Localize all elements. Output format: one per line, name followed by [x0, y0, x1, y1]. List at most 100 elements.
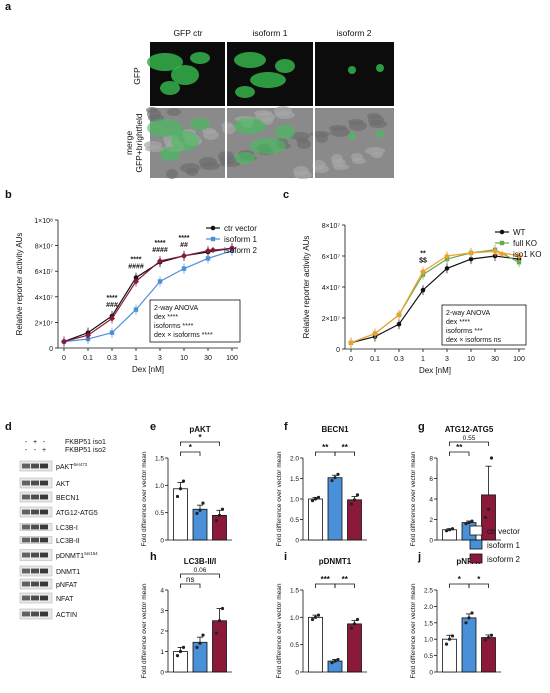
replicate-point [489, 633, 494, 637]
bar [173, 651, 188, 673]
blot-band [22, 494, 30, 500]
y-axis-label: Fold difference over vector mean [141, 451, 148, 546]
bar [212, 515, 227, 541]
legend-marker [499, 240, 505, 246]
blot-band [40, 568, 48, 574]
panel-letter-f: f [284, 421, 288, 433]
blot-sign: - [25, 447, 28, 454]
significance-bracket [180, 451, 201, 456]
gfp-signal [190, 52, 210, 64]
x-tick-label: 30 [204, 355, 212, 362]
significance-annotation: ### [106, 302, 118, 309]
blot-header-label: FKBP51 iso1 [65, 439, 106, 446]
y-tick-label: 0 [160, 670, 164, 677]
blot-band [31, 509, 39, 515]
significance-bracket [180, 573, 220, 578]
merge-gfp-signal [250, 138, 286, 154]
data-point [61, 338, 67, 345]
significance-label: * [477, 575, 481, 584]
series-line [63, 247, 233, 343]
micro-column-label: isoform 2 [337, 28, 372, 38]
bar [327, 477, 343, 541]
y-tick-label: 0 [295, 670, 299, 677]
brightfield-texture [349, 121, 367, 131]
legend-label: isoform 1 [487, 541, 520, 550]
replicate-point [175, 654, 180, 658]
gfp-signal [234, 52, 266, 68]
blot-band [31, 463, 39, 469]
data-point [420, 287, 426, 293]
blot-band [22, 463, 30, 469]
blot-band [31, 494, 39, 500]
significance-annotation: #### [128, 264, 144, 271]
bar-chart-title: ATG12-ATG5 [445, 425, 494, 434]
blot-band [22, 552, 30, 558]
gfp-signal [171, 65, 199, 85]
x-tick-label: 0.3 [394, 356, 404, 363]
stats-box [149, 299, 241, 343]
significance-bracket [468, 583, 489, 588]
merge-gfp-signal [190, 118, 210, 130]
significance-bracket [180, 583, 201, 588]
brightfield-texture [294, 171, 312, 179]
series-line [350, 250, 520, 344]
y-tick-label: 1.5 [290, 476, 299, 483]
merge-gfp-signal [234, 118, 266, 134]
blot-sign: + [42, 447, 46, 454]
merge-gfp-signal [348, 132, 356, 140]
significance-label: ** [342, 443, 349, 452]
panel-letter-b: b [5, 189, 12, 201]
data-point [133, 307, 139, 312]
significance-bracket [334, 451, 355, 456]
brightfield-texture [333, 164, 349, 170]
y-axis-label: Fold difference over vector mean [410, 451, 417, 546]
x-tick-label: 10 [180, 355, 188, 362]
y-tick-label: 2.5 [424, 588, 433, 595]
stats-line: dex × isoforms ns [446, 337, 502, 344]
replicate-point [220, 507, 225, 511]
blot-band [22, 595, 30, 601]
micro-row-label-merge: merge [124, 131, 134, 155]
x-tick-label: 3 [445, 356, 449, 363]
significance-annotation: #### [152, 247, 168, 254]
y-tick-label: 0 [429, 538, 433, 545]
bar-chart-title: pNFAT [456, 557, 481, 566]
merge-gfp-signal [376, 130, 384, 138]
y-axis-label: Relative reporter activity AUs [302, 236, 311, 339]
replicate-point [195, 645, 199, 650]
y-tick-label: 2×10⁷ [322, 316, 341, 323]
panel-letter-c: c [283, 189, 289, 201]
replicate-point [310, 499, 315, 503]
blot-band [40, 552, 48, 558]
replicate-point [175, 494, 180, 499]
significance-annotation: $$ [419, 258, 427, 265]
y-axis-label: Relative reporter activity AUs [15, 233, 24, 336]
data-point [396, 311, 402, 318]
y-tick-label: 0.5 [290, 642, 299, 649]
significance-bracket [449, 583, 470, 588]
significance-label: * [189, 443, 193, 452]
brightfield-texture [166, 169, 178, 179]
y-tick-label: 0 [336, 347, 340, 354]
replicate-point [178, 487, 183, 491]
bar-chart-title: BECN1 [321, 425, 349, 434]
brightfield-texture [275, 111, 295, 119]
replicate-point [201, 633, 205, 637]
brightfield-texture [167, 108, 181, 116]
replicate-point [355, 617, 360, 622]
blot-sign: + [33, 439, 37, 446]
x-tick-label: 0.1 [83, 355, 93, 362]
replicate-point [198, 641, 202, 645]
y-tick-label: 8 [429, 456, 433, 463]
gfp-signal [348, 66, 356, 74]
gfp-signal [147, 53, 183, 71]
replicate-point [447, 528, 452, 532]
panel-letter-j: j [417, 551, 421, 563]
blot-band [40, 509, 48, 515]
legend-marker [499, 251, 505, 257]
y-tick-label: 1×10⁸ [34, 218, 53, 225]
panel-letter-g: g [418, 421, 425, 433]
bar [212, 620, 227, 673]
replicate-point [336, 472, 340, 476]
micro-column-label: GFP ctr [173, 28, 202, 38]
